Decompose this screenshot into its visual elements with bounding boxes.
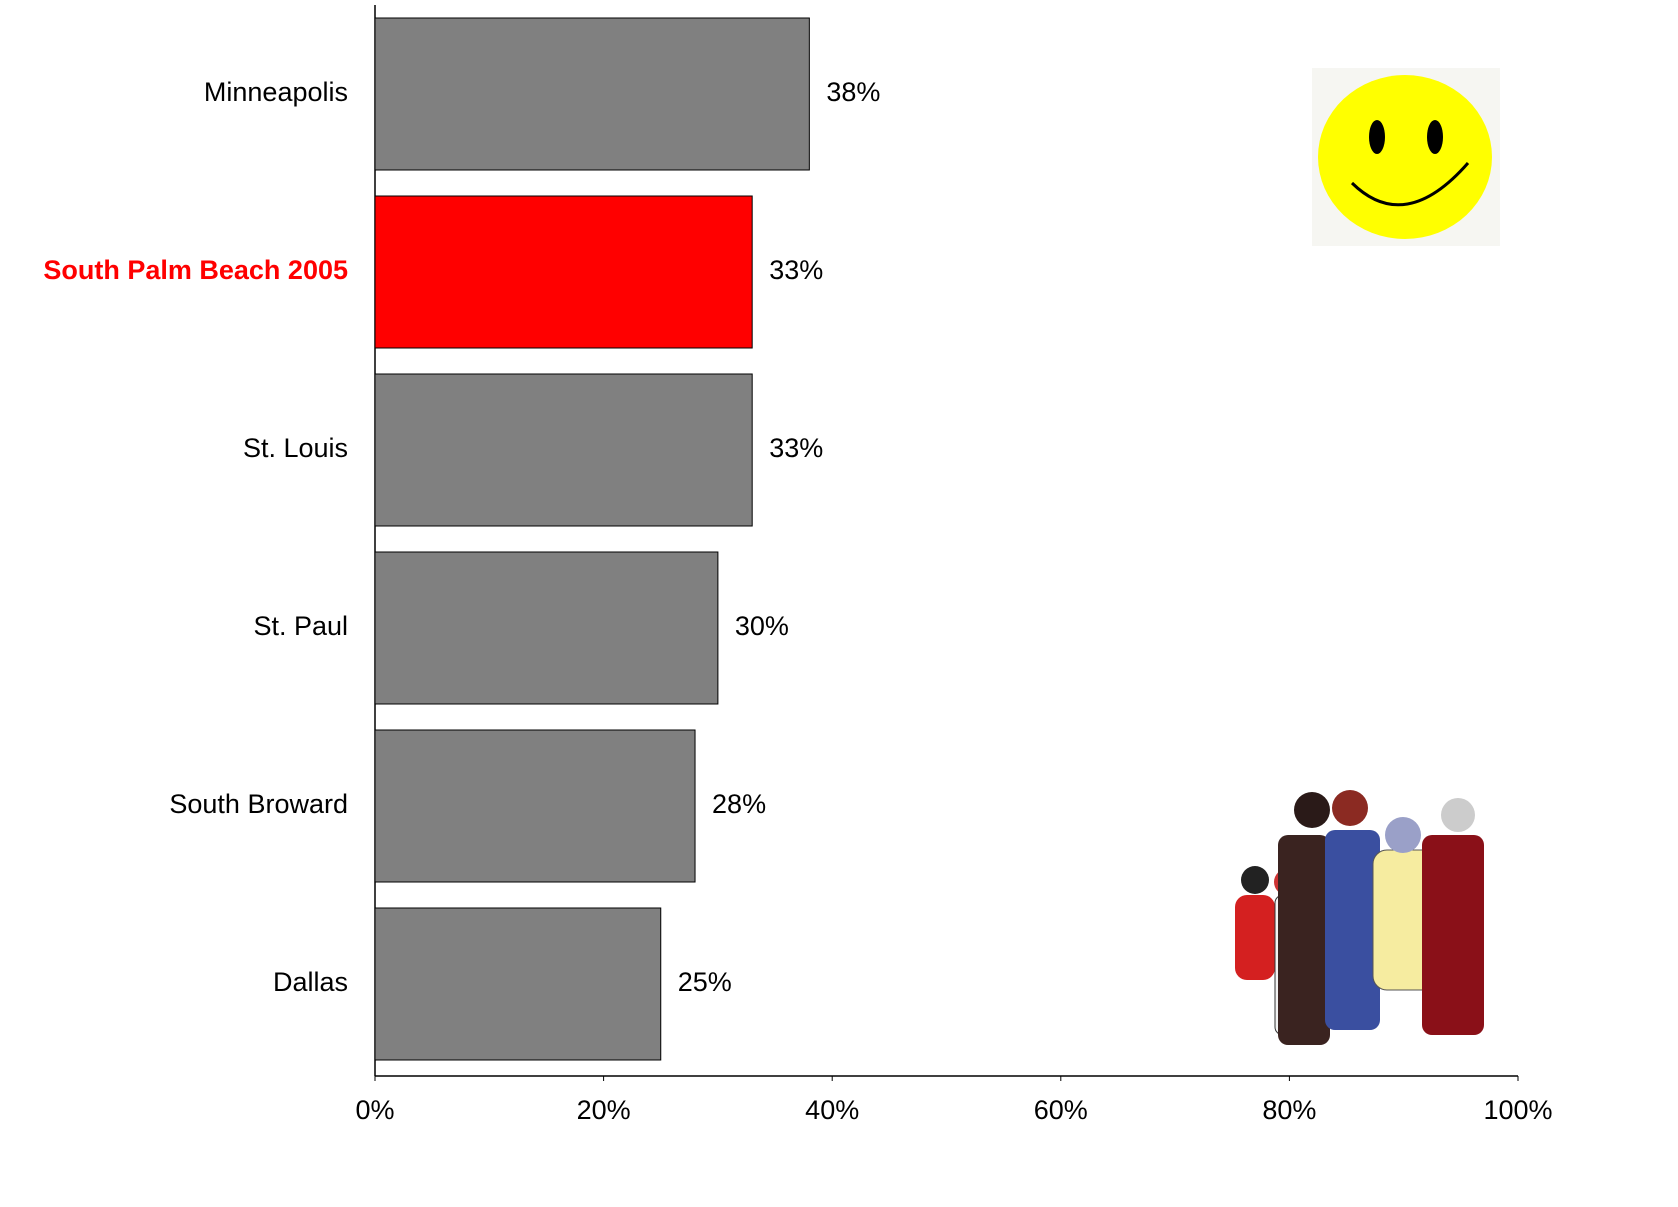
x-tick-label: 0% xyxy=(355,1095,394,1125)
bar xyxy=(374,373,753,527)
smiley-icon xyxy=(1312,68,1500,246)
x-tick-label: 60% xyxy=(1034,1095,1088,1125)
face xyxy=(1318,75,1492,239)
x-tick-label: 20% xyxy=(577,1095,631,1125)
person xyxy=(1441,798,1475,832)
bar xyxy=(374,907,662,1061)
value-label: 28% xyxy=(712,789,766,819)
mouth xyxy=(1350,162,1470,207)
bar xyxy=(374,17,810,171)
bar xyxy=(374,195,753,349)
bar xyxy=(374,551,719,705)
person xyxy=(1385,817,1421,853)
value-label: 33% xyxy=(769,255,823,285)
person xyxy=(1241,866,1269,894)
person xyxy=(1294,792,1330,828)
y-tick-label: Dallas xyxy=(273,967,348,997)
person xyxy=(1278,835,1330,1045)
y-tick-label: South Palm Beach 2005 xyxy=(43,255,348,285)
y-tick-label: St. Paul xyxy=(253,611,348,641)
eye xyxy=(1427,120,1443,154)
value-label: 25% xyxy=(678,967,732,997)
value-label: 30% xyxy=(735,611,789,641)
people-clipart xyxy=(1235,790,1484,1045)
x-tick-label: 40% xyxy=(805,1095,859,1125)
x-tick-label: 100% xyxy=(1483,1095,1552,1125)
eye xyxy=(1369,120,1385,154)
value-label: 33% xyxy=(769,433,823,463)
bar xyxy=(374,729,696,883)
person xyxy=(1332,790,1368,826)
y-tick-label: Minneapolis xyxy=(204,77,348,107)
y-tick-label: St. Louis xyxy=(243,433,348,463)
person xyxy=(1422,835,1484,1035)
person xyxy=(1235,895,1275,980)
y-tick-label: South Broward xyxy=(169,789,348,819)
x-tick-label: 80% xyxy=(1262,1095,1316,1125)
value-label: 38% xyxy=(826,77,880,107)
person xyxy=(1325,830,1380,1030)
